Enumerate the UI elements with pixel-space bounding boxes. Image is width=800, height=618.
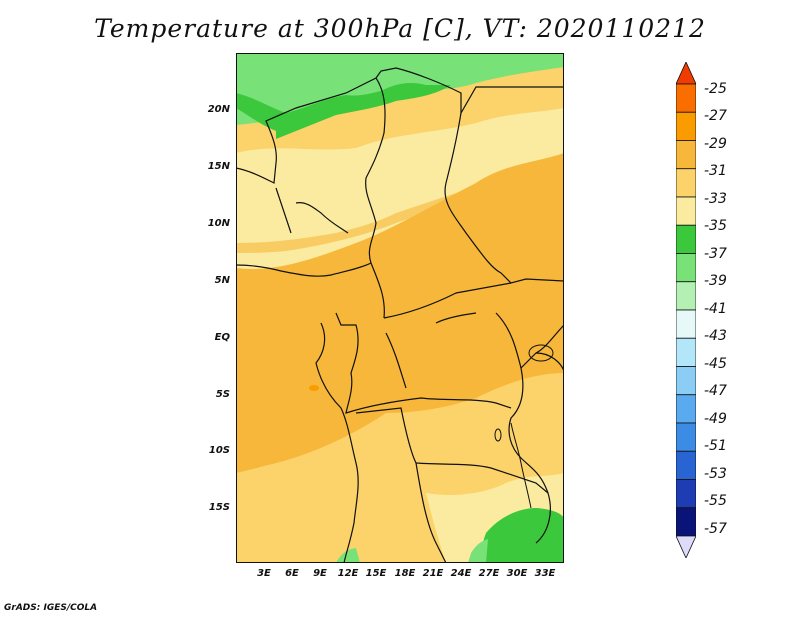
lon-label-18e: 18E (394, 568, 416, 579)
colorbar (676, 62, 696, 558)
colorbar-swatch (676, 422, 696, 452)
lat-label-10n: 10N (207, 218, 230, 229)
lon-label-3e: 3E (257, 568, 271, 579)
lon-label-21e: 21E (422, 568, 444, 579)
lon-label-30e: 30E (506, 568, 528, 579)
colorbar-swatch (676, 111, 696, 141)
colorbar-label: -49 (704, 411, 727, 427)
colorbar-swatch (676, 535, 696, 558)
border-lines (236, 67, 564, 563)
colorbar-label: -45 (704, 356, 727, 372)
lon-label-27e: 27E (478, 568, 500, 579)
colorbar-label: -53 (704, 466, 727, 482)
colorbar-label: -41 (704, 301, 727, 317)
colorbar-label: -57 (704, 521, 727, 537)
colorbar-swatch (676, 507, 696, 537)
colorbar-label: -37 (704, 246, 727, 262)
colorbar-swatch (676, 196, 696, 226)
lon-label-33e: 33E (534, 568, 556, 579)
green-patch-southeast-light (468, 539, 488, 563)
colorbar-label: -47 (704, 383, 727, 399)
colorbar-label: -39 (704, 273, 727, 289)
colorbar-label: -25 (704, 81, 727, 97)
green-patch-south (336, 548, 360, 563)
green-patch-southeast (481, 508, 564, 563)
map-title: Temperature at 300hPa [C], VT: 202011021… (94, 14, 706, 43)
colorbar-swatch (676, 309, 696, 339)
colorbar-swatch (676, 140, 696, 170)
colorbar-swatch (676, 253, 696, 283)
map-canvas (236, 53, 564, 563)
colorbar-swatch (676, 337, 696, 367)
colorbar-label: -33 (704, 191, 727, 207)
colorbar-swatch (676, 366, 696, 396)
lat-label-10s: 10S (208, 445, 230, 456)
lon-label-6e: 6E (285, 568, 299, 579)
colorbar-swatch (676, 479, 696, 509)
lat-label-15s: 15S (208, 502, 230, 513)
pale-band-north (236, 108, 564, 278)
orange-region-central (236, 153, 564, 473)
colorbar-swatch (676, 450, 696, 480)
colorbar-label: -51 (704, 438, 727, 454)
colorbar-swatch (676, 168, 696, 198)
grads-credit: GrADS: IGES/COLA (4, 603, 98, 613)
lat-label-eq: EQ (214, 332, 230, 343)
lon-label-12e: 12E (337, 568, 359, 579)
colorbar-label: -31 (704, 163, 727, 179)
lon-label-9e: 9E (313, 568, 327, 579)
lat-label-5s: 5S (215, 389, 230, 400)
green-band-north-dark (236, 83, 451, 139)
map-border (236, 53, 564, 563)
colorbar-swatch (676, 394, 696, 424)
colorbar-label: -35 (704, 218, 727, 234)
lat-label-15n: 15N (207, 161, 230, 172)
lake-outlines (494, 344, 554, 509)
colorbar-label: -27 (704, 108, 727, 124)
orange-band-north (236, 183, 486, 253)
lat-label-20n: 20N (207, 104, 230, 115)
lon-label-24e: 24E (450, 568, 472, 579)
colorbar-swatch (676, 224, 696, 254)
colorbar-label: -29 (704, 136, 727, 152)
colorbar-swatch (676, 83, 696, 113)
colorbar-swatch (676, 281, 696, 311)
lat-label-5n: 5N (214, 275, 230, 286)
colorbar-swatch (676, 62, 696, 85)
colorbar-label: -55 (704, 493, 727, 509)
lon-label-15e: 15E (365, 568, 387, 579)
colorbar-label: -43 (704, 328, 727, 344)
warm-spot (309, 385, 319, 391)
temperature-map (236, 53, 564, 563)
